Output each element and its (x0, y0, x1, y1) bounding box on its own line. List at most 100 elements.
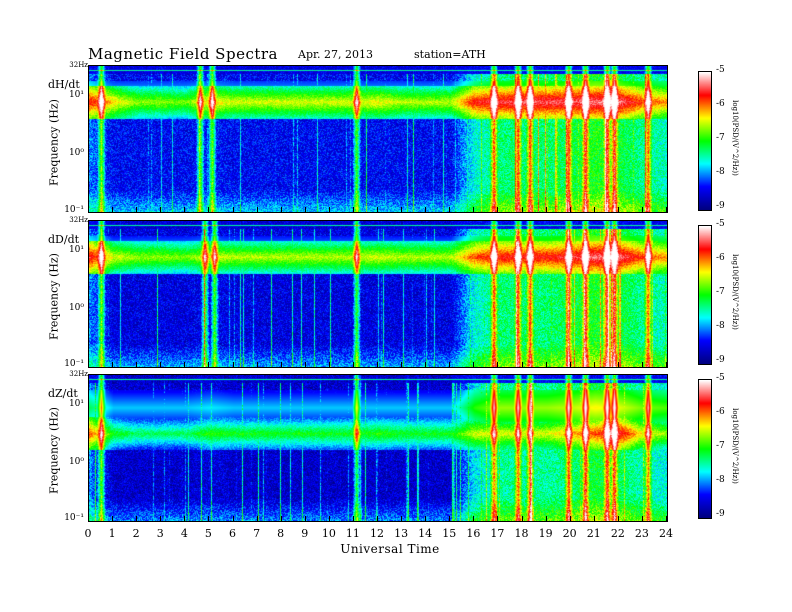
heatmap-dz (89, 375, 667, 521)
y-tick-label: 10¹ (68, 399, 84, 409)
x-tick-label: 9 (301, 527, 309, 540)
x-tick-mark (497, 207, 499, 212)
x-tick-mark (136, 516, 138, 521)
colorbar-tick-label: -5 (716, 373, 725, 383)
colorbar-tick-label: -7 (716, 133, 725, 143)
x-tick-mark (112, 516, 114, 521)
x-tick-mark (232, 362, 234, 367)
x-tick-mark (232, 207, 234, 212)
x-tick-label: 0 (84, 527, 92, 540)
colorbar-tick-label: -9 (716, 355, 725, 365)
colorbar-tick-label: -7 (716, 441, 725, 451)
x-tick-mark (545, 362, 547, 367)
x-tick-mark (425, 362, 427, 367)
x-tick-mark (208, 362, 210, 367)
component-label-dd: dD/dt (48, 233, 80, 246)
y-tick-label: 10⁰ (68, 457, 84, 467)
x-tick-mark (256, 362, 258, 367)
y-tick-label: 10⁻¹ (64, 205, 84, 215)
colorbar-tick-label: -9 (716, 509, 725, 519)
x-tick-mark (521, 516, 523, 521)
colorbar-tick-label: -9 (716, 201, 725, 211)
colorbar-label: log10(PSD/(V^2/Hz)) (731, 100, 739, 176)
x-tick-mark (328, 207, 330, 212)
x-tick-mark (593, 516, 595, 521)
colorbar-tick-label: -8 (716, 167, 725, 177)
spectrogram-dz (88, 374, 668, 522)
x-axis-label: Universal Time (340, 542, 440, 556)
x-tick-mark (256, 207, 258, 212)
x-tick-mark (545, 516, 547, 521)
x-tick-mark (641, 516, 643, 521)
x-tick-mark (304, 516, 306, 521)
x-tick-label: 13 (394, 527, 409, 540)
x-tick-mark (593, 362, 595, 367)
x-tick-mark (569, 362, 571, 367)
x-tick-mark (88, 516, 89, 521)
x-tick-label: 3 (156, 527, 164, 540)
x-tick-mark (88, 362, 89, 367)
x-tick-label: 10 (321, 527, 336, 540)
x-tick-mark (666, 516, 667, 521)
x-tick-label: 2 (132, 527, 140, 540)
x-tick-mark (521, 207, 523, 212)
x-tick-label: 16 (466, 527, 481, 540)
y-tick-label: 10⁰ (68, 303, 84, 313)
x-tick-mark (136, 207, 138, 212)
x-tick-mark (232, 516, 234, 521)
x-tick-mark (545, 207, 547, 212)
x-tick-mark (352, 516, 354, 521)
x-tick-mark (208, 516, 210, 521)
x-tick-mark (473, 516, 475, 521)
colorbar-tick-label: -5 (716, 219, 725, 229)
y-tick-label: 10¹ (68, 90, 84, 100)
x-tick-mark (617, 207, 619, 212)
x-tick-mark (136, 362, 138, 367)
x-tick-mark (280, 207, 282, 212)
x-tick-mark (473, 362, 475, 367)
x-tick-mark (617, 516, 619, 521)
x-tick-label: 8 (277, 527, 285, 540)
x-tick-mark (352, 362, 354, 367)
component-label-dz: dZ/dt (48, 387, 78, 400)
colorbar-tick-label: -6 (716, 407, 725, 417)
chart-title: Magnetic Field Spectra (88, 45, 278, 63)
colorbar-tick-label: -8 (716, 321, 725, 331)
x-tick-label: 21 (586, 527, 601, 540)
x-tick-mark (208, 207, 210, 212)
x-tick-mark (425, 207, 427, 212)
colorbar-tick-label: -7 (716, 287, 725, 297)
colorbar-tick-label: -6 (716, 99, 725, 109)
x-tick-label: 23 (634, 527, 649, 540)
x-tick-mark (521, 362, 523, 367)
heatmap-dd (89, 221, 667, 367)
x-tick-mark (641, 362, 643, 367)
x-tick-mark (497, 516, 499, 521)
x-tick-mark (328, 516, 330, 521)
x-tick-mark (280, 516, 282, 521)
x-tick-mark (449, 362, 451, 367)
colorbar-tick-label: -6 (716, 253, 725, 263)
x-tick-mark (497, 362, 499, 367)
colorbar-dz (698, 379, 712, 519)
top-tick-label: 32Hz (69, 370, 88, 378)
x-tick-mark (184, 207, 186, 212)
x-tick-label: 22 (610, 527, 625, 540)
x-tick-label: 11 (345, 527, 360, 540)
x-tick-label: 5 (204, 527, 212, 540)
x-tick-mark (617, 362, 619, 367)
y-tick-label: 10⁰ (68, 148, 84, 158)
station-label: station=ATH (414, 48, 486, 61)
colorbar-tick-label: -8 (716, 475, 725, 485)
x-tick-label: 15 (442, 527, 457, 540)
colorbar-label: log10(PSD/(V^2/Hz)) (731, 408, 739, 484)
colorbar-label: log10(PSD/(V^2/Hz)) (731, 254, 739, 330)
x-tick-mark (569, 516, 571, 521)
colorbar-tick-label: -5 (716, 65, 725, 75)
colorbar-gradient (699, 72, 711, 210)
x-tick-mark (160, 516, 162, 521)
x-tick-mark (377, 516, 378, 521)
y-tick-label: 10⁻¹ (64, 359, 84, 369)
x-tick-mark (569, 207, 571, 212)
heatmap-dh (89, 66, 667, 212)
